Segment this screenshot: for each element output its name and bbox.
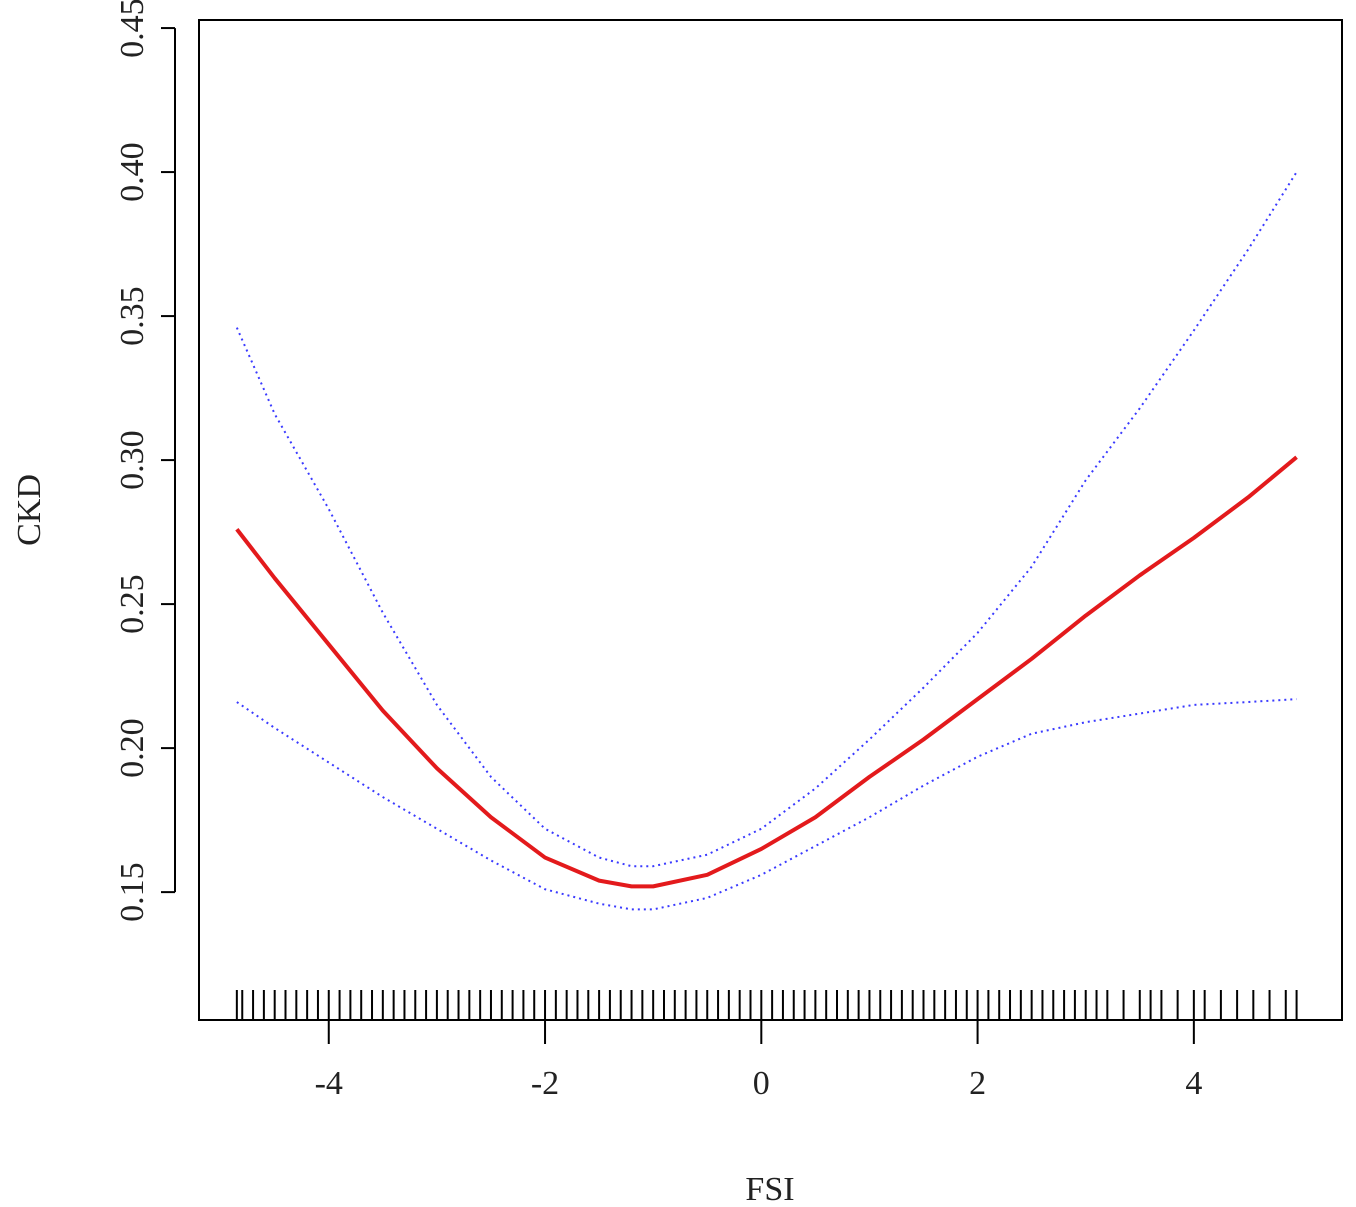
- x-tick-label: -2: [531, 1065, 559, 1102]
- x-tick-label: 4: [1185, 1065, 1202, 1102]
- fit-line: [235, 455, 1298, 889]
- y-tick-label: 0.15: [114, 862, 151, 922]
- x-tick-label: -4: [315, 1065, 343, 1102]
- y-tick-label: 0.45: [114, 0, 151, 58]
- y-axis-label: CKD: [11, 474, 48, 546]
- ci-line: [235, 171, 1298, 868]
- y-tick-label: 0.30: [114, 430, 151, 490]
- y-tick-label: 0.40: [114, 142, 151, 202]
- y-tick-label: 0.35: [114, 286, 151, 346]
- x-tick-label: 0: [753, 1065, 770, 1102]
- ci-line: [236, 698, 1297, 911]
- x-axis-label: FSI: [745, 1171, 794, 1207]
- y-tick-label: 0.20: [114, 718, 151, 778]
- y-tick-label: 0.25: [114, 574, 151, 634]
- x-tick-label: 2: [969, 1065, 986, 1102]
